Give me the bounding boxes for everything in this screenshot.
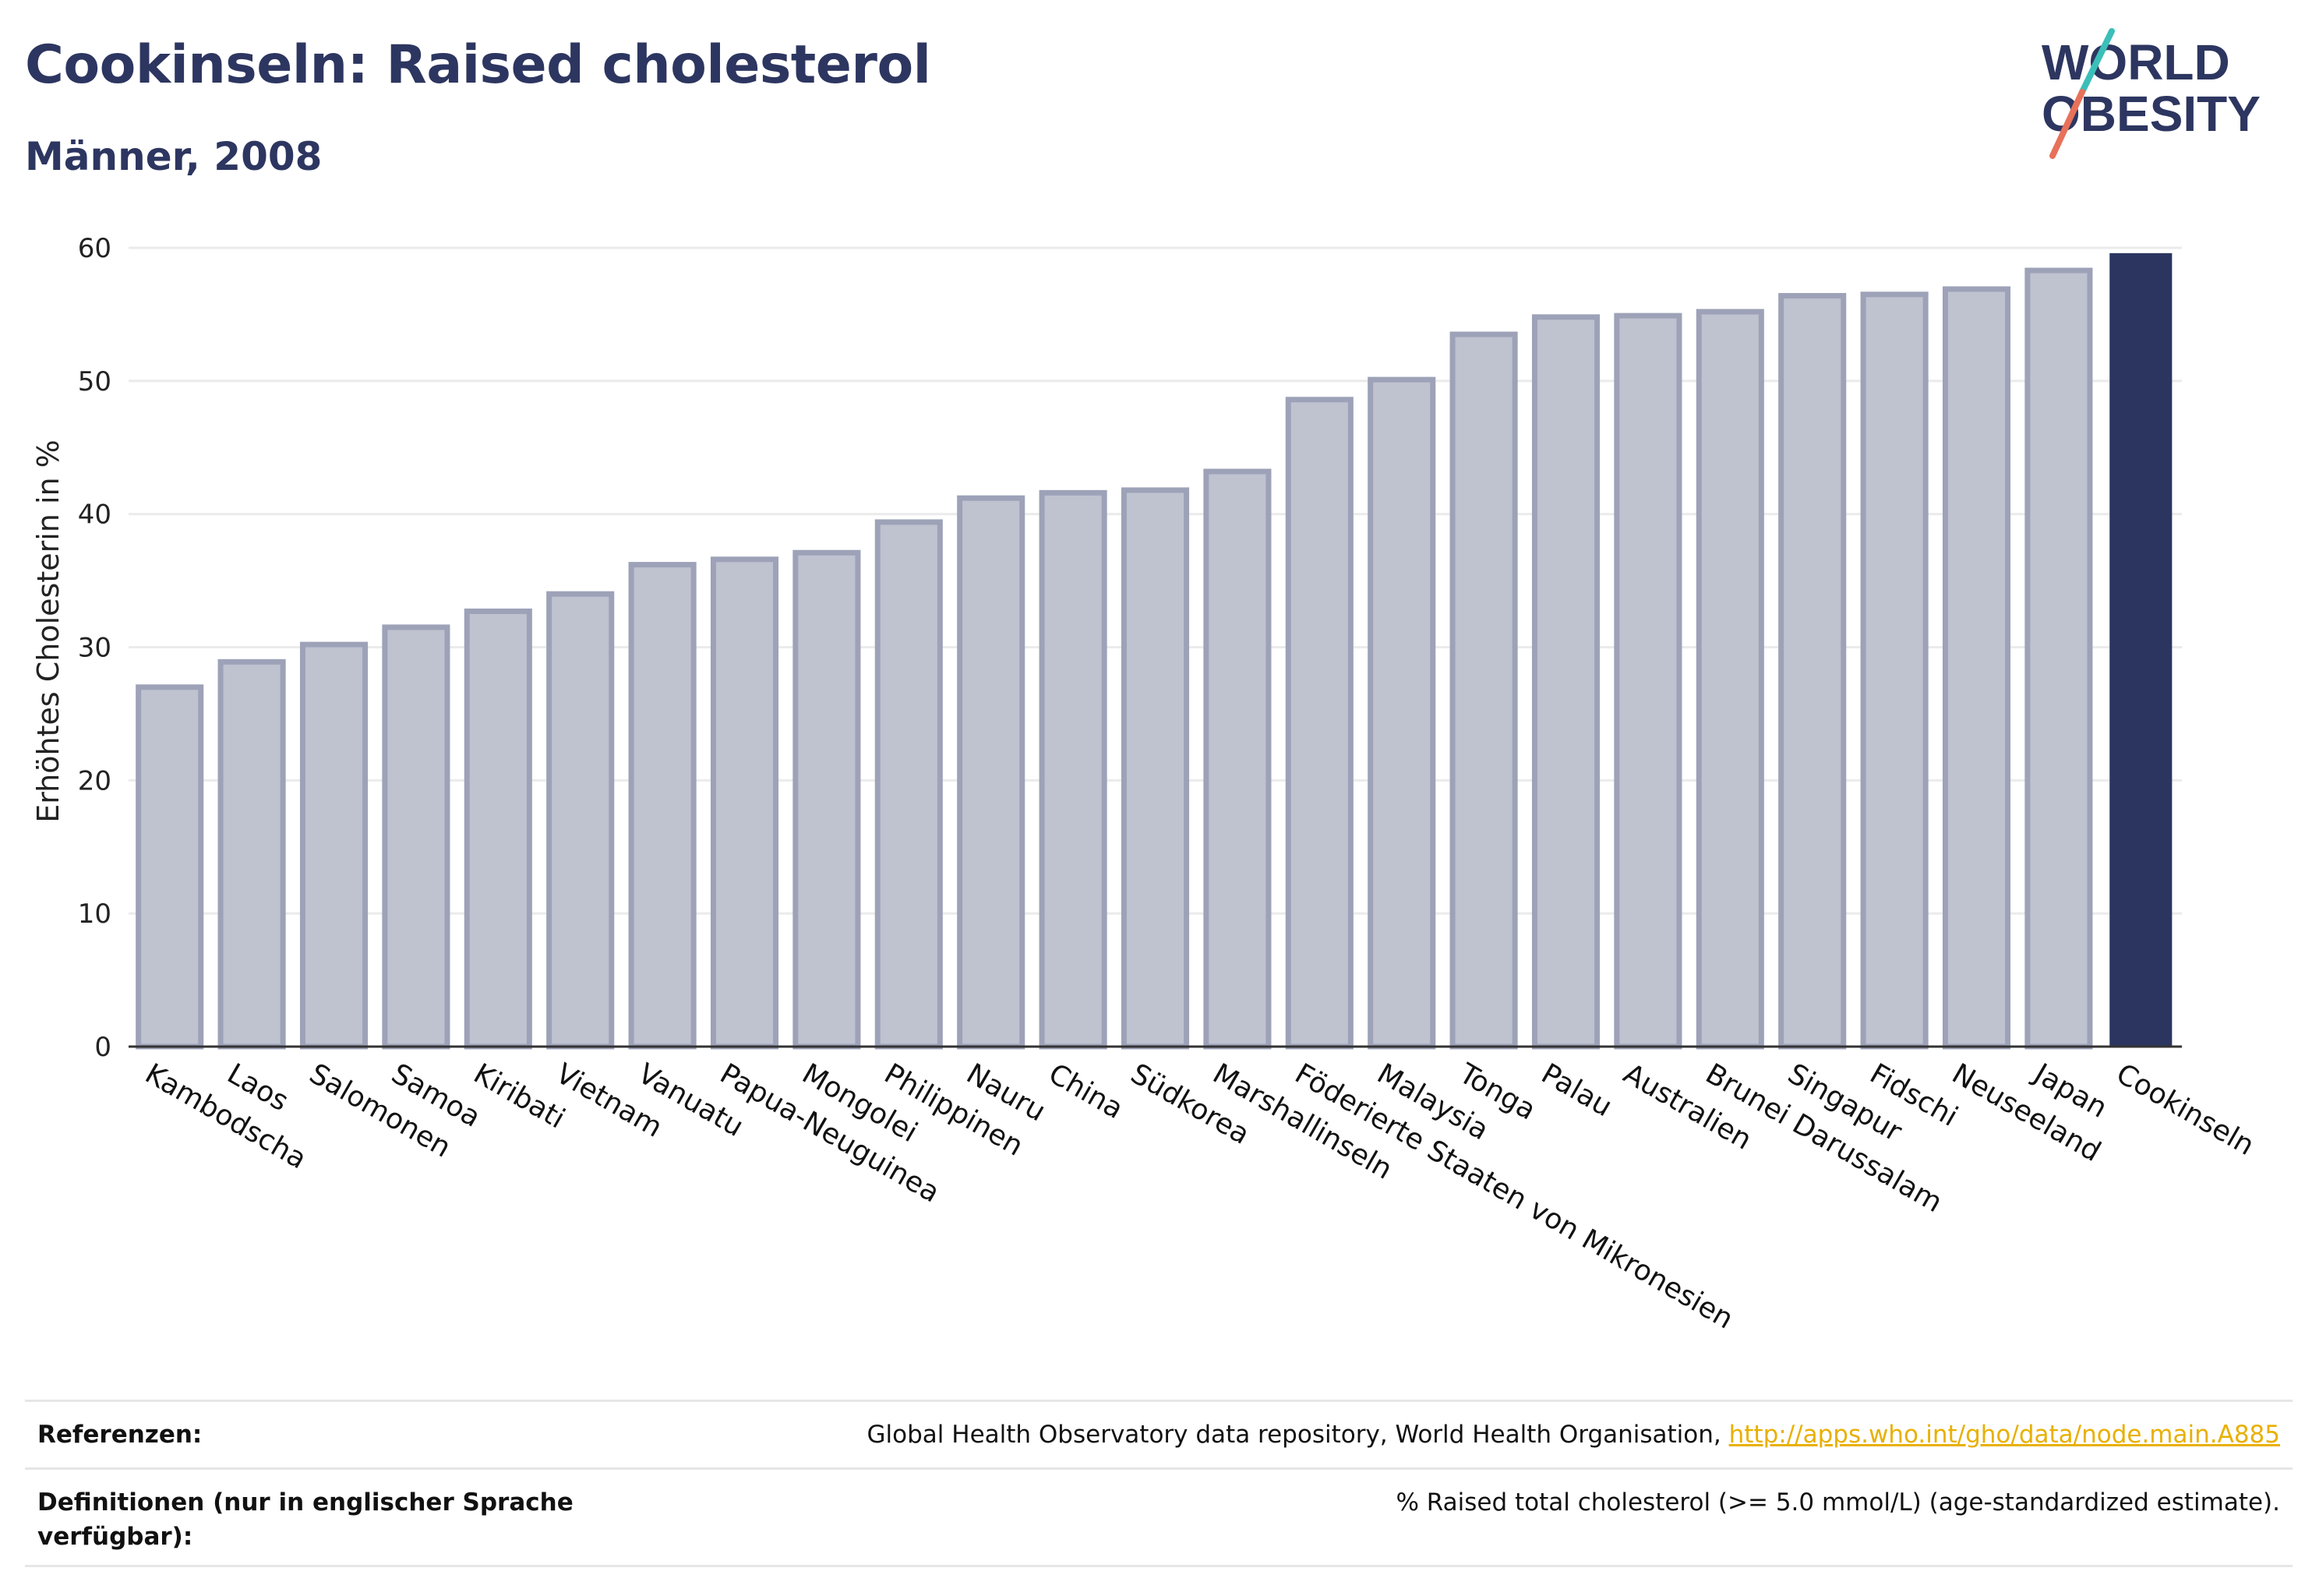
logo-slash-coral bbox=[2049, 89, 2085, 159]
bar bbox=[1942, 286, 2011, 1050]
definitions-value: % Raised total cholesterol (>= 5.0 mmol/… bbox=[1396, 1488, 2280, 1517]
logo-slash-teal bbox=[2079, 28, 2115, 95]
bar bbox=[1696, 309, 1764, 1050]
chart-subtitle: Männer, 2008 bbox=[25, 134, 323, 179]
bar bbox=[957, 495, 1025, 1050]
y-axis-title: Erhöhtes Cholesterin in % bbox=[31, 440, 65, 823]
bar bbox=[710, 556, 779, 1050]
references-value: Global Health Observatory data repositor… bbox=[867, 1418, 2280, 1452]
references-section: Referenzen: Global Health Observatory da… bbox=[25, 1400, 2293, 1567]
world-obesity-logo: WORLD OBESITY bbox=[2042, 28, 2261, 159]
bar bbox=[136, 684, 204, 1050]
y-tick-label: 0 bbox=[94, 1032, 111, 1063]
bar bbox=[1860, 291, 1929, 1050]
bar bbox=[1614, 312, 1682, 1050]
bar bbox=[874, 519, 943, 1050]
references-label: Referenzen: bbox=[37, 1421, 203, 1449]
logo-line-1: WORLD bbox=[2042, 34, 2230, 90]
bar bbox=[1449, 331, 1518, 1050]
bar bbox=[546, 591, 615, 1050]
bar bbox=[792, 549, 861, 1050]
y-tick-label: 30 bbox=[78, 633, 111, 664]
y-tick-label: 60 bbox=[78, 233, 111, 264]
bar bbox=[628, 562, 697, 1050]
bar bbox=[299, 641, 369, 1050]
definitions-row: Definitionen (nur in englischer Sprache … bbox=[25, 1467, 2293, 1567]
x-tick-label: China bbox=[1043, 1058, 1129, 1125]
references-text: Global Health Observatory data repositor… bbox=[867, 1421, 1729, 1449]
bar bbox=[382, 624, 450, 1050]
bar bbox=[2024, 267, 2093, 1050]
bar bbox=[1778, 293, 1847, 1050]
y-tick-label: 40 bbox=[78, 500, 111, 531]
x-tick-label: Kambodscha bbox=[139, 1058, 312, 1175]
x-tick-label: Cookinseln bbox=[2111, 1058, 2260, 1162]
bar bbox=[217, 659, 286, 1050]
bar bbox=[1039, 489, 1107, 1050]
references-row: Referenzen: Global Health Observatory da… bbox=[25, 1400, 2293, 1467]
y-tick-labels: 0 10 20 30 40 50 60 bbox=[78, 233, 111, 1063]
bar bbox=[1203, 468, 1272, 1050]
bar bbox=[464, 608, 532, 1050]
x-tick-label: Palau bbox=[1536, 1058, 1618, 1123]
y-tick-label: 10 bbox=[78, 899, 111, 930]
x-tick-label: Kiribati bbox=[468, 1058, 570, 1135]
y-tick-label: 20 bbox=[78, 765, 111, 796]
bar bbox=[1285, 397, 1354, 1050]
bar bbox=[1121, 487, 1190, 1050]
bar-highlighted bbox=[2109, 252, 2173, 1047]
chart-title: Cookinseln: Raised cholesterol bbox=[25, 34, 931, 96]
references-link[interactable]: http://apps.who.int/gho/data/node.main.A… bbox=[1728, 1421, 2280, 1449]
definitions-label: Definitionen (nur in englischer Sprache … bbox=[37, 1488, 574, 1551]
bar bbox=[1368, 376, 1436, 1050]
bar bbox=[1531, 314, 1601, 1050]
bars-layer bbox=[136, 252, 2173, 1050]
y-tick-label: 50 bbox=[78, 366, 111, 397]
